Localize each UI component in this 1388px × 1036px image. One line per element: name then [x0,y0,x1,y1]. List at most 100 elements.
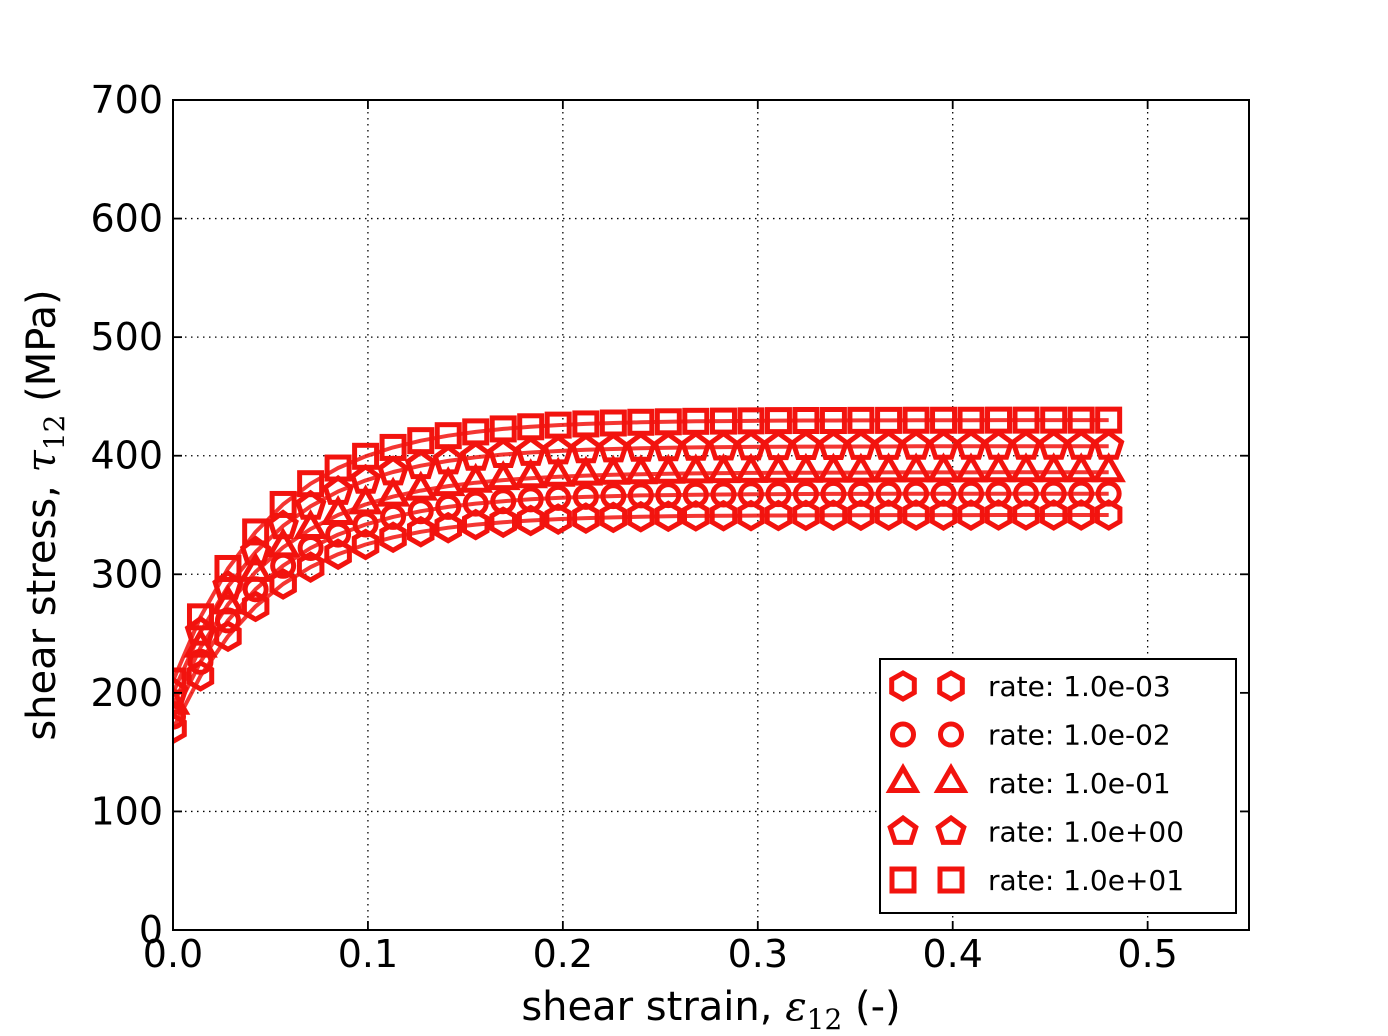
square-marker-icon [737,407,765,435]
square-marker-icon [930,406,958,434]
hexagon-marker-icon [434,511,462,544]
square-marker-icon [297,470,325,498]
triangle-marker-icon [1008,452,1044,483]
pentagon-marker-icon [845,429,877,460]
pentagon-marker-icon [887,814,919,845]
pentagon-marker-icon [817,430,850,460]
circle-marker-icon [890,721,916,748]
circle-marker-icon [1013,480,1040,507]
series-rate-1.0e+01 [173,406,1123,695]
circle-marker-icon [875,480,902,507]
circle-marker-icon [958,480,985,507]
hexagon-marker-icon [874,499,903,531]
square-marker-icon [1040,406,1068,434]
hexagon-marker-icon [351,528,380,561]
square-marker-icon [819,406,847,434]
triangle-marker-icon [650,453,686,484]
legend-label-3: rate: 1.0e+00 [988,816,1184,849]
triangle-marker-icon [933,763,969,793]
square-marker-icon [1067,406,1095,434]
legend-entry-4: rate: 1.0e+01 [889,864,1184,897]
hexagon-marker-icon [489,506,517,539]
hexagon-marker-icon [819,499,848,532]
square-marker-icon [434,422,462,450]
pentagon-marker-icon [404,449,437,480]
square-marker-icon [627,408,655,436]
pentagon-marker-icon [1037,429,1070,460]
pentagon-marker-icon [735,430,767,461]
pentagon-marker-icon [1010,429,1042,460]
hexagon-marker-icon [764,499,793,532]
triangle-marker-icon [293,509,328,539]
square-marker-icon [1095,406,1123,434]
pentagon-marker-icon [377,455,409,486]
hexagon-marker-icon [1067,499,1095,531]
legend-entry-3: rate: 1.0e+00 [887,814,1184,849]
triangle-marker-icon [485,460,521,491]
hexagon-marker-icon [296,551,325,583]
square-marker-icon [489,415,517,443]
triangle-marker-icon [238,551,273,582]
legend-entry-2: rate: 1.0e-01 [885,763,1171,800]
square-marker-icon [324,454,352,482]
circle-marker-icon [517,486,544,513]
circle-marker-icon [655,482,682,509]
pentagon-marker-icon [322,474,354,505]
square-marker-icon [709,407,737,435]
circle-marker-icon [847,480,874,507]
series-root [173,406,1126,745]
circle-marker-icon [572,483,599,510]
triangle-marker-icon [871,452,906,483]
square-marker-icon [889,866,917,894]
circle-marker-icon [682,481,709,508]
y-tick-label-100: 100 [90,789,163,833]
series-rate-1.0e-03 [173,499,1123,745]
pentagon-marker-icon [762,430,795,461]
square-marker-icon [173,667,187,695]
square-marker-icon [214,554,242,582]
circle-marker-icon [407,498,434,525]
pentagon-marker-icon [432,444,465,475]
hexagon-marker-icon [984,499,1013,531]
circle-marker-icon [930,480,957,507]
triangle-marker-icon [953,452,989,483]
hexagon-marker-icon [847,499,875,532]
legend-entry-0: rate: 1.0e-03 [889,670,1171,703]
hexagon-marker-icon [324,538,352,571]
hexagon-marker-icon [516,504,545,537]
y-tick-label-300: 300 [90,552,163,596]
triangle-marker-icon [843,452,879,483]
triangle-marker-icon [623,454,659,485]
hexagon-marker-icon [889,670,917,702]
pentagon-marker-icon [514,435,547,466]
x-tick-label-0.4: 0.4 [922,932,982,976]
x-tick-label-0.1: 0.1 [338,932,398,976]
pentagon-marker-icon [267,509,299,540]
axes-spines [172,99,1250,931]
hexagon-marker-icon [572,502,600,534]
circle-marker-icon [545,484,572,511]
circle-marker-icon [737,481,764,508]
square-marker-icon [957,406,985,434]
x-tick-label-0.5: 0.5 [1117,932,1177,976]
y-tick-label-400: 400 [90,434,163,478]
hexagon-marker-icon [627,500,655,533]
circle-marker-icon [765,481,792,508]
pentagon-marker-icon [294,489,327,520]
circle-marker-icon [627,482,654,509]
triangle-marker-icon [706,453,741,484]
pentagon-marker-icon [935,814,967,845]
pentagon-marker-icon [597,432,630,463]
square-marker-icon [985,406,1013,434]
triangle-marker-icon [926,452,961,483]
hexagon-marker-icon [654,500,683,533]
legend-label-2: rate: 1.0e-01 [988,767,1171,800]
triangle-marker-icon [1063,452,1099,483]
square-marker-icon [269,490,297,518]
square-marker-icon [654,408,682,436]
square-marker-icon [1012,406,1040,434]
hexagon-marker-icon [379,521,407,554]
circle-marker-icon [600,483,627,510]
